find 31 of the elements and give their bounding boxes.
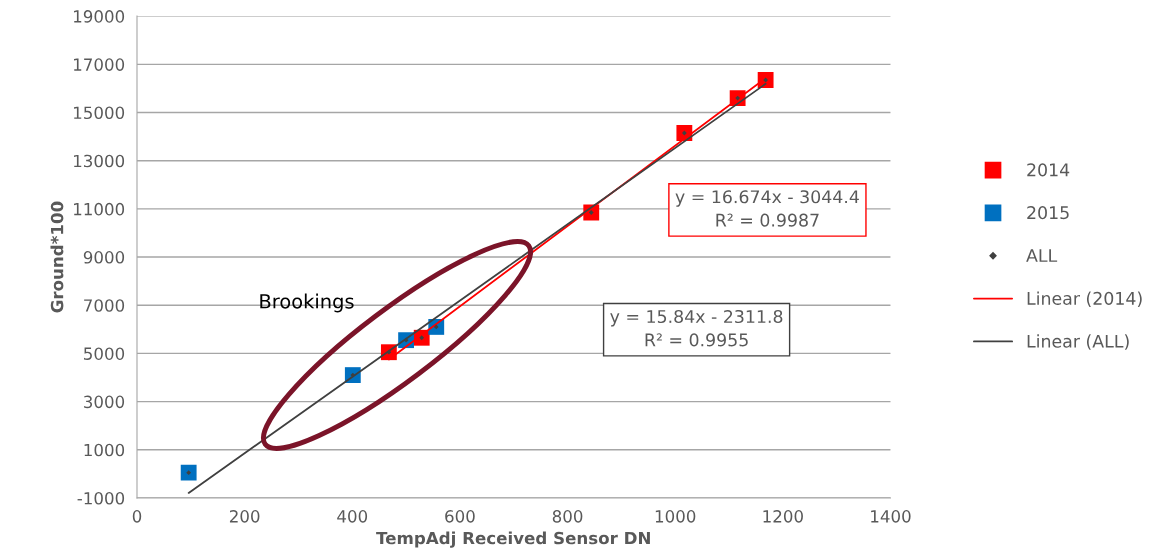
x-tick-label: 1400 bbox=[871, 510, 911, 523]
legend-label: ALL bbox=[1026, 249, 1058, 262]
y-tick-label: 17000 bbox=[74, 58, 125, 71]
legend-label: 2015 bbox=[1027, 206, 1069, 220]
y-tick-label: 19000 bbox=[74, 10, 125, 23]
x-tick-label: 1200 bbox=[763, 510, 803, 523]
y-tick-label: 15000 bbox=[74, 106, 125, 120]
legend-label: Linear (2014) bbox=[1027, 291, 1142, 307]
y-tick-label: 3000 bbox=[84, 395, 125, 409]
x-tick-label: 0 bbox=[132, 510, 142, 523]
y-tick-label: 5000 bbox=[84, 347, 125, 360]
annotation: y = 15.84x - 2311.8 R² = 0.9955 bbox=[610, 309, 783, 347]
annotation: y = 16.674x - 3044.4 R² = 0.9987 bbox=[675, 190, 859, 227]
point bbox=[180, 464, 197, 481]
x-axis-title: TempAdj Received Sensor DN bbox=[376, 531, 650, 548]
x-tick-label: 600 bbox=[445, 510, 475, 523]
y-tick-label: 11000 bbox=[74, 202, 125, 216]
y-tick-label: -1000 bbox=[77, 491, 125, 505]
y-tick-label: 9000 bbox=[83, 251, 125, 264]
point bbox=[757, 72, 774, 88]
legend-label: 2014 bbox=[1027, 163, 1070, 177]
y-tick-label: 1000 bbox=[84, 443, 125, 457]
x-tick-label: 800 bbox=[552, 510, 583, 523]
y-tick-label: 7000 bbox=[84, 299, 125, 312]
y-tick-label: 13000 bbox=[74, 154, 125, 168]
x-tick-label: 1000 bbox=[655, 510, 696, 523]
y-axis-title: Ground*100 bbox=[50, 201, 64, 313]
x-tick-label: 200 bbox=[229, 510, 260, 523]
annotation: Brookings bbox=[260, 293, 354, 313]
legend-label: Linear (ALL) bbox=[1027, 334, 1129, 350]
x-tick-label: 400 bbox=[337, 510, 368, 523]
